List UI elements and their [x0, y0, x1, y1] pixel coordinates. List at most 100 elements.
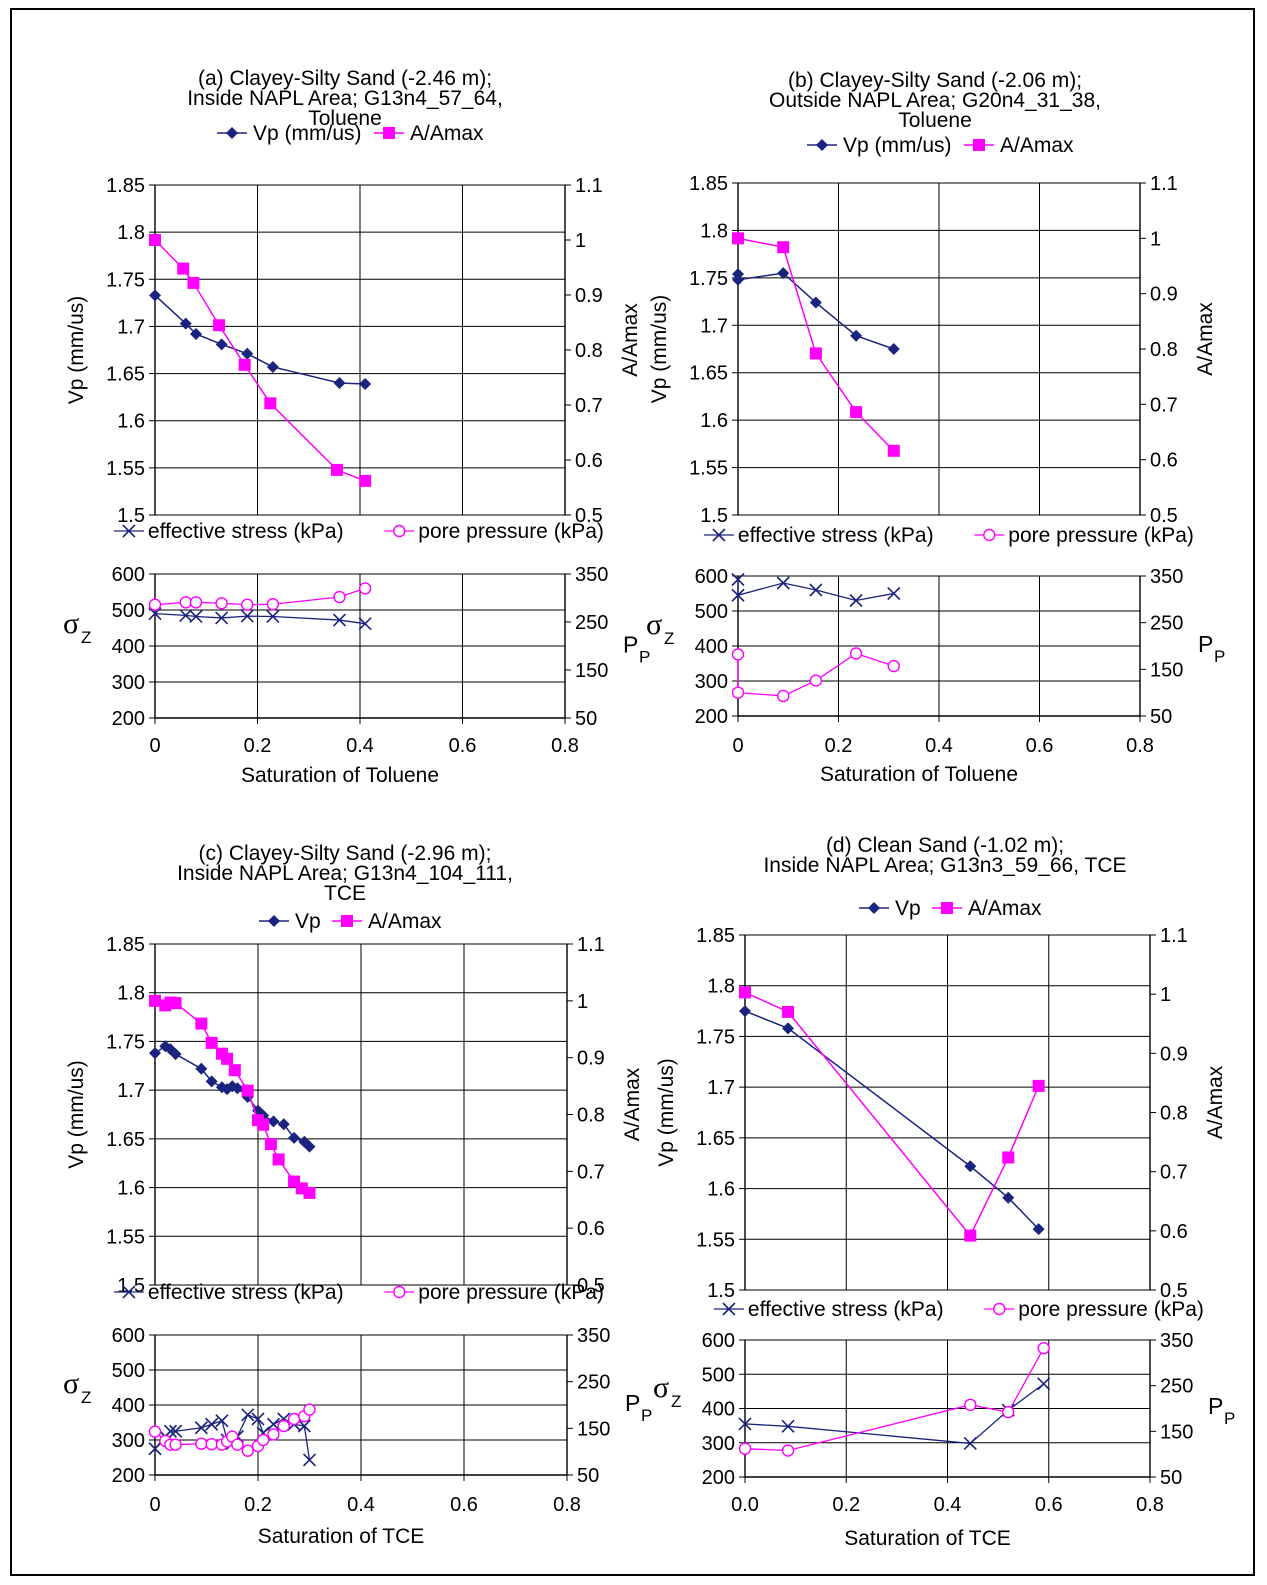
y-tick-right: 0.9 — [575, 285, 603, 307]
data-point-vp — [179, 317, 192, 330]
data-point-pore-pressure — [358, 582, 372, 595]
data-point-pore-pressure — [849, 647, 863, 660]
y-tick-left: 600 — [112, 564, 145, 586]
legend-label: effective stress (kPa) — [738, 524, 934, 547]
data-point-pore-pressure — [809, 674, 823, 687]
legend-label: A/Amax — [368, 910, 442, 933]
data-point-vp — [739, 1005, 751, 1018]
data-point-vp — [359, 377, 372, 390]
y-tick-left: 1.55 — [106, 458, 145, 480]
data-point-effective-stress — [809, 583, 823, 597]
y-tick-left: 200 — [112, 708, 145, 730]
data-point-vp — [267, 1115, 280, 1128]
y-axis-title-pp: P — [625, 1390, 640, 1416]
data-point-vp — [190, 327, 202, 340]
x-axis-title: Saturation of TCE — [844, 1527, 1011, 1550]
data-point-pore-pressure — [179, 596, 192, 609]
data-point-pore-pressure — [887, 659, 900, 673]
series-line-pore-pressure — [737, 652, 894, 697]
y-tick-left: 1.7 — [707, 1077, 735, 1099]
data-point-effective-stress — [240, 609, 254, 623]
data-point-amplitude — [809, 347, 822, 360]
y-axis-title-left: Vp (mm/us) — [655, 1058, 678, 1167]
x-axis-title: Saturation of Toluene — [241, 764, 439, 787]
legend-label: Vp — [895, 897, 921, 920]
series-line-amplitude — [737, 237, 895, 452]
y-tick-left: 1.8 — [700, 220, 728, 242]
x-tick: 0 — [149, 1494, 160, 1516]
y-tick-right: 250 — [575, 612, 608, 634]
legend-marker — [383, 127, 395, 139]
y-tick-left: 1.75 — [696, 1026, 735, 1048]
y-tick-right: 250 — [1160, 1376, 1193, 1398]
data-point-vp — [241, 347, 254, 360]
legend-marker — [393, 1285, 406, 1299]
legend-marker — [226, 127, 238, 139]
chart-title-line: Inside NAPL Area; G13n4_57_64, — [187, 87, 503, 110]
series-line-effective-stress — [154, 612, 366, 625]
y-axis-title-sigma: σ — [653, 1371, 669, 1404]
legend-label: A/Amax — [1000, 134, 1074, 157]
data-point-vp — [887, 343, 900, 355]
y-tick-left: 600 — [702, 1330, 735, 1352]
y-tick-right: 0.9 — [1160, 1043, 1188, 1065]
y-tick-left: 1.8 — [117, 983, 145, 1005]
data-point-effective-stress — [241, 1408, 255, 1422]
data-point-pore-pressure — [303, 1403, 316, 1416]
top-legend: Vp A/Amax — [859, 897, 1042, 920]
data-point-amplitude — [272, 1153, 285, 1166]
legend-label: effective stress (kPa) — [148, 520, 344, 543]
panel-b: (b) Clayey-Silty Sand (-2.06 m);Outside … — [646, 69, 1225, 786]
data-point-vp — [149, 289, 161, 302]
data-point-vp — [149, 1047, 161, 1060]
data-point-amplitude — [149, 234, 161, 246]
y-tick-right: 1 — [1160, 984, 1171, 1006]
series-line-vp — [154, 294, 366, 385]
data-point-vp — [288, 1131, 301, 1144]
data-point-pore-pressure — [731, 686, 745, 699]
y-tick-right: 50 — [1150, 706, 1172, 728]
y-tick-right: 150 — [1150, 659, 1183, 681]
y-tick-left: 1.65 — [106, 1129, 145, 1151]
legend-marker — [341, 915, 353, 927]
y-tick-right: 0.9 — [1150, 284, 1178, 306]
data-point-pore-pressure — [189, 596, 203, 609]
data-point-vp — [277, 1118, 290, 1131]
y-tick-left: 1.65 — [689, 363, 728, 385]
y-axis-title-sigma: σ — [646, 608, 662, 641]
data-point-pore-pressure — [781, 1444, 795, 1457]
y-tick-left: 1.6 — [700, 410, 728, 432]
y-tick-left: 1.55 — [696, 1229, 735, 1251]
data-point-pore-pressure — [215, 597, 228, 610]
chart-title-line: Inside NAPL Area; G13n4_104_111, — [177, 862, 513, 885]
data-point-vp — [303, 1140, 316, 1153]
data-point-amplitude — [264, 397, 277, 410]
data-point-amplitude — [213, 319, 226, 332]
data-point-vp — [266, 360, 279, 373]
y-tick-right: 0.5 — [577, 1275, 605, 1297]
data-point-amplitude — [303, 1186, 316, 1199]
legend-marker — [973, 139, 985, 151]
y-axis-title-sigma-sub: Z — [671, 1392, 681, 1411]
series-line-effective-stress — [737, 579, 894, 602]
chart-title-line: Toluene — [898, 109, 972, 132]
data-point-pore-pressure — [277, 1419, 290, 1433]
y-tick-right: 0.6 — [577, 1218, 605, 1240]
data-point-effective-stress — [169, 1424, 183, 1438]
data-point-pore-pressure — [256, 1433, 270, 1447]
y-axis-title-left: Vp (mm/us) — [65, 1060, 88, 1169]
y-tick-left: 400 — [702, 1399, 735, 1421]
data-point-vp — [964, 1160, 977, 1173]
bottom-plot: 200 300 400 500 600 0 0.2 0.4 0.6 0.8 50 150 250 350 σ… — [63, 564, 650, 787]
chart-title-line: (a) Clayey-Silty Sand (-2.46 m); — [198, 67, 492, 90]
legend-label: pore pressure (kPa) — [1018, 1298, 1204, 1321]
data-point-effective-stress — [215, 611, 229, 625]
y-tick-left: 1.8 — [117, 222, 145, 244]
legend-marker — [268, 915, 280, 927]
x-axis-title: Saturation of Toluene — [820, 763, 1018, 786]
data-point-effective-stress — [148, 607, 162, 621]
y-tick-right: 150 — [1160, 1421, 1193, 1443]
data-point-amplitude — [149, 994, 161, 1007]
legend-marker — [122, 1285, 136, 1299]
bottom-legend: effective stress (kPa) pore pressure (kPa… — [713, 1298, 1204, 1321]
